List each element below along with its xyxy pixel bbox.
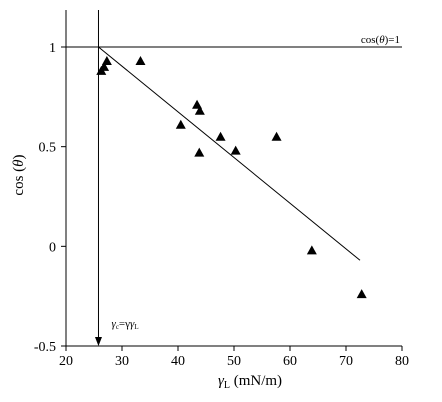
plot-axes xyxy=(65,10,402,347)
data-point xyxy=(306,245,317,255)
y-tick-label: 0 xyxy=(49,240,56,255)
x-tick-label: 20 xyxy=(59,354,73,369)
x-tick-label: 30 xyxy=(115,354,129,369)
data-point xyxy=(175,119,186,129)
y-tick-label: 0.5 xyxy=(39,141,57,156)
x-tick-label: 50 xyxy=(227,354,241,369)
data-point xyxy=(356,289,367,299)
x-axis-title: γL (mN/m) xyxy=(218,373,282,391)
fit-line xyxy=(98,46,361,261)
x-tick-label: 70 xyxy=(339,354,353,369)
data-point xyxy=(101,55,112,65)
data-point xyxy=(194,105,205,115)
critical-tension-label: γc=γγL xyxy=(111,318,138,331)
y-tick-label: 1 xyxy=(49,41,56,56)
x-tick-label: 80 xyxy=(395,354,409,369)
data-point xyxy=(215,131,226,141)
data-points xyxy=(96,55,367,299)
y-tick-label: -0.5 xyxy=(34,340,56,355)
data-point xyxy=(194,147,205,157)
data-point xyxy=(271,131,282,141)
data-point xyxy=(135,55,146,65)
reference-line-label: cos(θ)=1 xyxy=(361,34,400,46)
y-ticks: -0.5 0 0.5 1 xyxy=(34,41,66,355)
x-tick-label: 40 xyxy=(171,354,185,369)
critical-tension-arrow xyxy=(94,337,102,346)
x-ticks: 20 30 40 50 60 70 80 xyxy=(59,346,409,369)
data-point xyxy=(99,61,110,71)
x-tick-label: 60 xyxy=(283,354,297,369)
y-axis-title: cos (θ) xyxy=(11,154,27,195)
data-point xyxy=(230,145,241,155)
